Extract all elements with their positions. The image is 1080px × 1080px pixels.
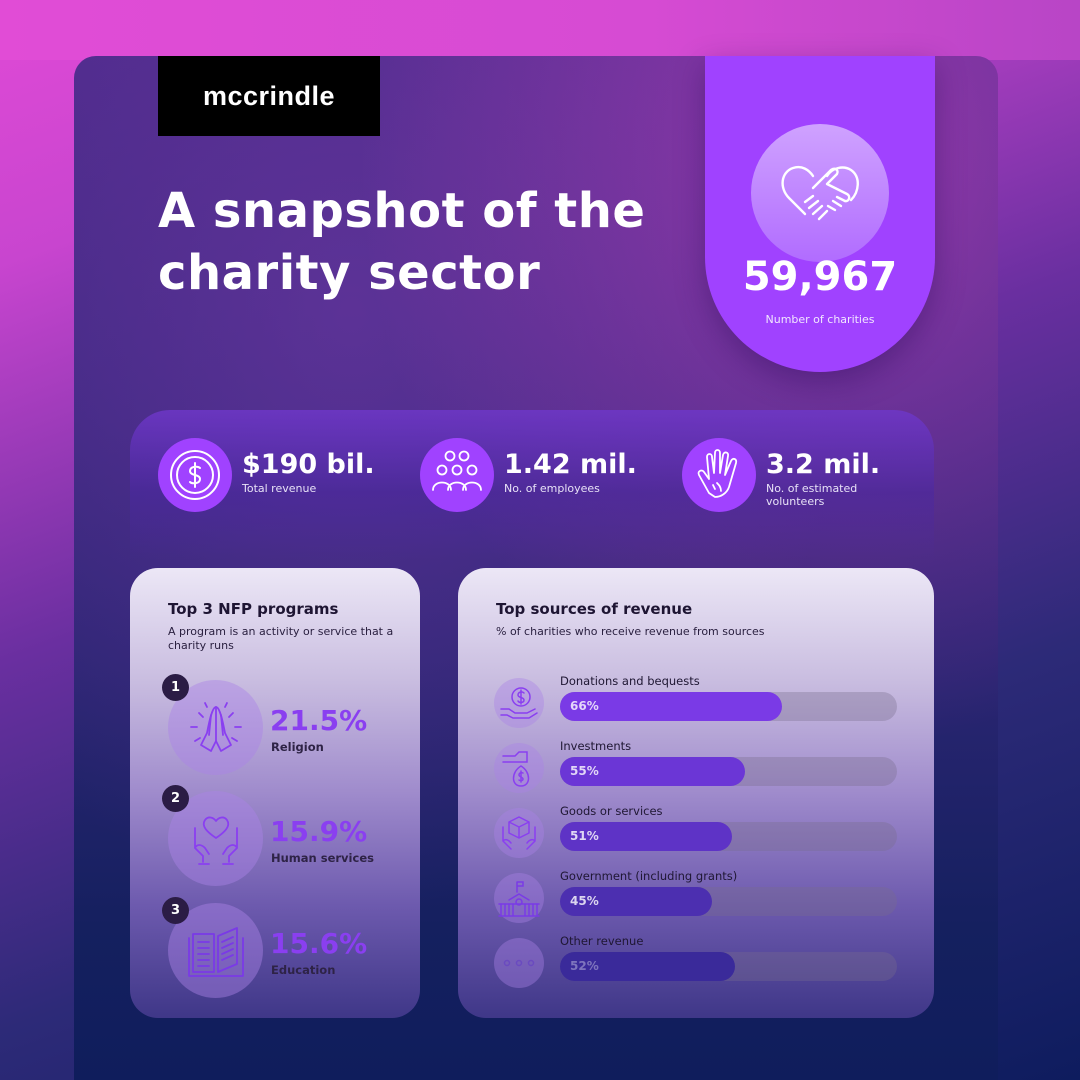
charities-count: 59,967 [742, 254, 898, 300]
handshake-heart-icon [751, 124, 889, 262]
rank-badge: 1 [162, 674, 189, 701]
revenue-label: Government (including grants) [560, 869, 738, 883]
stat-employees: 1.42 mil. No. of employees [420, 438, 637, 512]
revenue-bar-track: 45% [560, 887, 897, 916]
stat-value: 1.42 mil. [504, 449, 637, 480]
charities-count-label: Number of charities [765, 313, 875, 326]
stat-value: 3.2 mil. [766, 449, 881, 480]
money-bag-icon [494, 743, 544, 793]
revenue-percent: 51% [570, 829, 599, 843]
programs-title: Top 3 NFP programs [168, 600, 339, 618]
program-label: Education [271, 963, 336, 977]
hands-box-icon [494, 808, 544, 858]
stat-volunteers: 3.2 mil. No. of estimated volunteers [682, 438, 886, 512]
revenue-bar-track: 51% [560, 822, 897, 851]
stat-label: Total revenue [242, 482, 317, 495]
rank-badge: 2 [162, 785, 189, 812]
parliament-icon [494, 873, 544, 923]
logo-text: mccrindle [202, 80, 336, 111]
revenue-percent: 55% [570, 764, 599, 778]
revenue-label: Donations and bequests [560, 674, 700, 688]
stat-total-revenue: $190 bil. Total revenue [158, 438, 375, 512]
top-programs-card: Top 3 NFP programs A program is an activ… [130, 568, 420, 1018]
revenue-label: Investments [560, 739, 632, 753]
rank-badge: 3 [162, 897, 189, 924]
program-label: Religion [271, 740, 324, 754]
program-value: 15.6% [270, 927, 368, 960]
revenue-percent: 66% [570, 699, 599, 713]
revenue-bar-track: 55% [560, 757, 897, 786]
revenue-bar-fill: 52% [560, 952, 736, 981]
revenue-label: Goods or services [560, 804, 663, 818]
revenue-percent: 52% [570, 959, 599, 973]
revenue-bar-track: 52% [560, 952, 897, 981]
key-stats-bar: $190 bil. Total revenue 1.42 mil. No. of… [130, 410, 934, 560]
outer-frame-top [0, 0, 1080, 60]
revenue-subtitle: % of charities who receive revenue from … [496, 625, 765, 638]
revenue-row-other: Other revenue 52% [494, 934, 898, 994]
program-label: Human services [271, 851, 374, 865]
program-item-religion: 1 21.5% Religion [162, 674, 408, 780]
revenue-row-donations: Donations and bequests 66% [494, 674, 898, 734]
stat-label: No. of estimated volunteers [766, 482, 858, 508]
stat-label: No. of employees [504, 482, 600, 495]
revenue-bar-fill: 66% [560, 692, 783, 721]
revenue-bar-track: 66% [560, 692, 897, 721]
program-value: 21.5% [270, 704, 368, 737]
revenue-row-government: Government (including grants) 45% [494, 869, 898, 929]
revenue-label: Other revenue [560, 934, 644, 948]
program-item-human-services: 2 15.9% Human services [162, 785, 408, 891]
program-item-education: 3 15.6% Education [162, 897, 408, 1003]
ellipsis-icon [494, 938, 544, 988]
programs-subtitle: A program is an activity or service that… [168, 625, 394, 652]
revenue-row-investments: Investments 55% [494, 739, 898, 799]
program-value: 15.9% [270, 815, 368, 848]
revenue-bar-fill: 45% [560, 887, 712, 916]
hand-coin-icon [494, 678, 544, 728]
hero-stat-badge: 59,967 Number of charities [705, 56, 935, 372]
people-group-icon [420, 438, 494, 512]
brand-logo: mccrindle [158, 56, 380, 136]
revenue-row-goods-services: Goods or services 51% [494, 804, 898, 864]
raised-hand-icon [682, 438, 756, 512]
revenue-percent: 45% [570, 894, 599, 908]
revenue-bar-fill: 51% [560, 822, 732, 851]
stat-value: $190 bil. [242, 449, 375, 480]
revenue-sources-card: Top sources of revenue % of charities wh… [458, 568, 934, 1018]
page-title: A snapshot of the charity sector [158, 183, 646, 301]
dollar-coin-icon [158, 438, 232, 512]
revenue-title: Top sources of revenue [496, 600, 693, 618]
revenue-bar-fill: 55% [560, 757, 746, 786]
